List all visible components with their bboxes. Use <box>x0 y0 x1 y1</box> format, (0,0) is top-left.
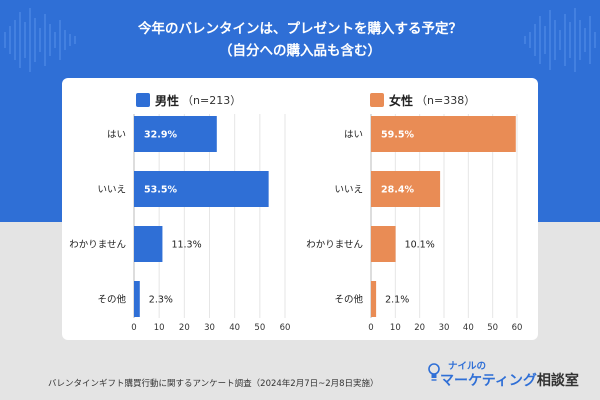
male-value-label: 11.3% <box>171 240 201 251</box>
logo: ナイルの マーケティング相談室 <box>428 358 588 390</box>
male-category-label: はい <box>107 130 126 141</box>
male-tick-label: 0 <box>131 323 136 333</box>
female-bar <box>371 171 441 207</box>
legend-female-label: 女性 <box>389 93 414 108</box>
soundwave-decoration-right <box>524 8 596 72</box>
male-tick-label: 30 <box>204 323 215 333</box>
male-category-label: いいえ <box>97 185 126 196</box>
chart-title: 今年のバレンタインは、プレゼントを購入する予定？ （自分への購入品も含む） <box>0 18 600 62</box>
logo-main-text: マーケティング相談室 <box>440 370 579 390</box>
female-tick-label: 40 <box>463 323 474 333</box>
lightbulb-icon <box>428 363 440 381</box>
female-tick-label: 20 <box>414 323 425 333</box>
legend-male-n: （n=213） <box>182 94 242 107</box>
female-tick-label: 10 <box>390 323 401 333</box>
male-tick-label: 40 <box>229 323 240 333</box>
chart-title-line2: （自分への購入品も含む） <box>219 43 381 59</box>
female-value-label: 28.4% <box>381 185 414 196</box>
logo-sub-label: 相談室 <box>536 373 579 389</box>
male-value-label: 2.3% <box>149 295 173 306</box>
footer-note: バレンタインギフト購買行動に関するアンケート調査（2024年2月7日~2月8日実… <box>48 379 379 389</box>
male-value-label: 32.9% <box>144 130 177 141</box>
soundwave-decoration-left <box>4 8 76 72</box>
logo-top-text: ナイルの <box>448 361 487 372</box>
female-category-label: はい <box>344 130 363 141</box>
female-bar <box>371 226 396 262</box>
legend-female: 女性 （n=338） <box>370 92 475 108</box>
male-bar <box>134 116 217 152</box>
male-tick-label: 60 <box>280 323 291 333</box>
female-tick-label: 30 <box>439 323 450 333</box>
male-value-label: 53.5% <box>144 185 177 196</box>
female-value-label: 10.1% <box>405 240 435 251</box>
male-tick-label: 10 <box>154 323 165 333</box>
male-bar <box>134 226 163 262</box>
legend-female-swatch <box>370 93 384 107</box>
legend-male: 男性 （n=213） <box>136 92 241 108</box>
female-category-label: いいえ <box>334 185 363 196</box>
chart-title-line1: 今年のバレンタインは、プレゼントを購入する予定？ <box>138 21 462 37</box>
female-value-label: 2.1% <box>385 295 409 306</box>
female-category-label: わかりません <box>306 240 363 251</box>
female-category-label: その他 <box>334 294 363 306</box>
male-tick-label: 20 <box>179 323 190 333</box>
female-tick-label: 0 <box>368 323 373 333</box>
female-tick-label: 60 <box>512 323 523 333</box>
male-bar <box>134 281 140 317</box>
legend-male-swatch <box>136 93 150 107</box>
logo-main-label: マーケティング <box>440 373 537 389</box>
male-category-label: その他 <box>97 294 126 306</box>
male-bar <box>134 171 269 207</box>
male-tick-label: 50 <box>254 323 265 333</box>
male-category-label: わかりません <box>69 240 126 251</box>
female-value-label: 59.5% <box>381 130 414 141</box>
female-tick-label: 50 <box>487 323 498 333</box>
legend-male-label: 男性 <box>155 93 180 108</box>
female-bar <box>371 116 516 152</box>
legend-female-n: （n=338） <box>416 94 476 107</box>
female-bar <box>371 281 377 317</box>
